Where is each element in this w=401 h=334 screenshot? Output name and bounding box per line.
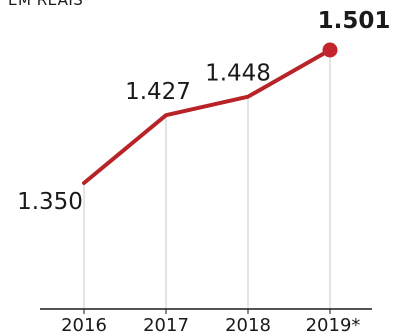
unit-label: EM REAIS — [8, 0, 84, 9]
data-label-2016: 1.350 — [17, 189, 83, 215]
data-label-2018: 1.448 — [205, 61, 271, 87]
data-label-2019: 1.501 — [318, 8, 391, 34]
series-line — [82, 48, 332, 185]
x-tick-label-2016: 2016 — [61, 315, 107, 334]
x-tick-label-2019: 2019* — [306, 315, 361, 334]
x-tick-label-2017: 2017 — [143, 315, 189, 334]
x-tick-label-2018: 2018 — [225, 315, 271, 334]
point-marker-2019 — [322, 42, 338, 58]
data-label-2017: 1.427 — [125, 79, 191, 105]
